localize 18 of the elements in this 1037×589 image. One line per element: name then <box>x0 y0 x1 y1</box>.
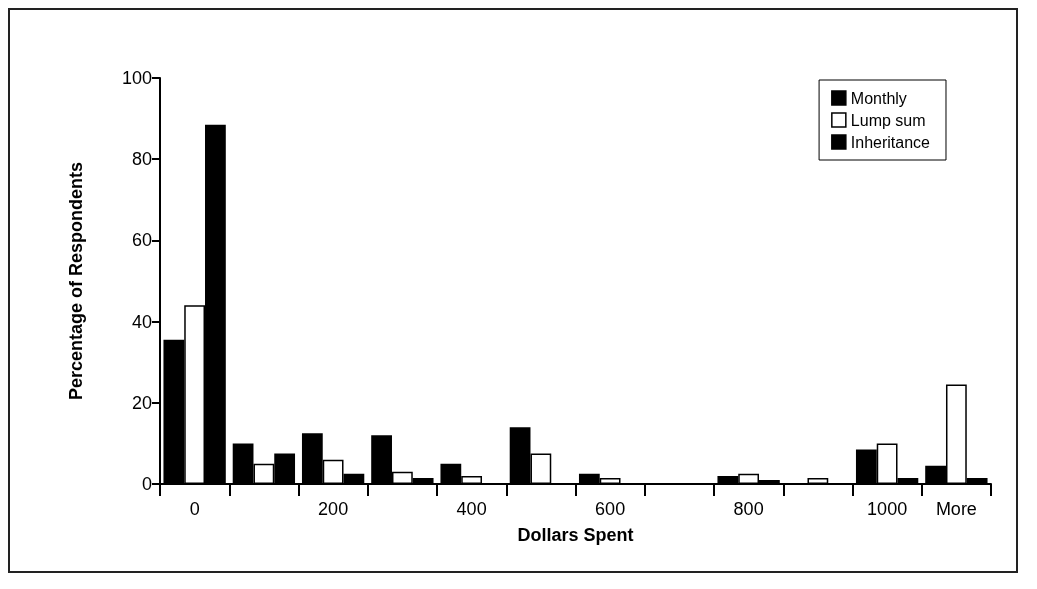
y-axis-title: Percentage of Respondents <box>66 161 86 401</box>
x-tick-label: 200 <box>318 499 349 519</box>
y-tick-label: 60 <box>131 230 152 251</box>
legend-label: Lump sum <box>850 111 926 129</box>
x-tick-label: 400 <box>456 499 487 519</box>
x-tick-label: 600 <box>595 499 626 519</box>
legend-label: Inheritance <box>850 133 931 151</box>
x-tick-label: More <box>935 499 977 519</box>
y-tick-label: 80 <box>131 149 152 170</box>
x-axis-title: Dollars Spent <box>517 525 634 545</box>
x-tick-label: 800 <box>733 499 764 519</box>
legend-label: Monthly <box>850 89 907 107</box>
x-tick-label: 1000 <box>867 499 908 519</box>
y-tick-label: 100 <box>121 68 152 88</box>
x-tick-label: 0 <box>189 499 200 519</box>
y-tick-label: 20 <box>131 392 152 413</box>
y-tick-label: 40 <box>131 311 152 332</box>
y-tick-label: 0 <box>141 474 152 494</box>
